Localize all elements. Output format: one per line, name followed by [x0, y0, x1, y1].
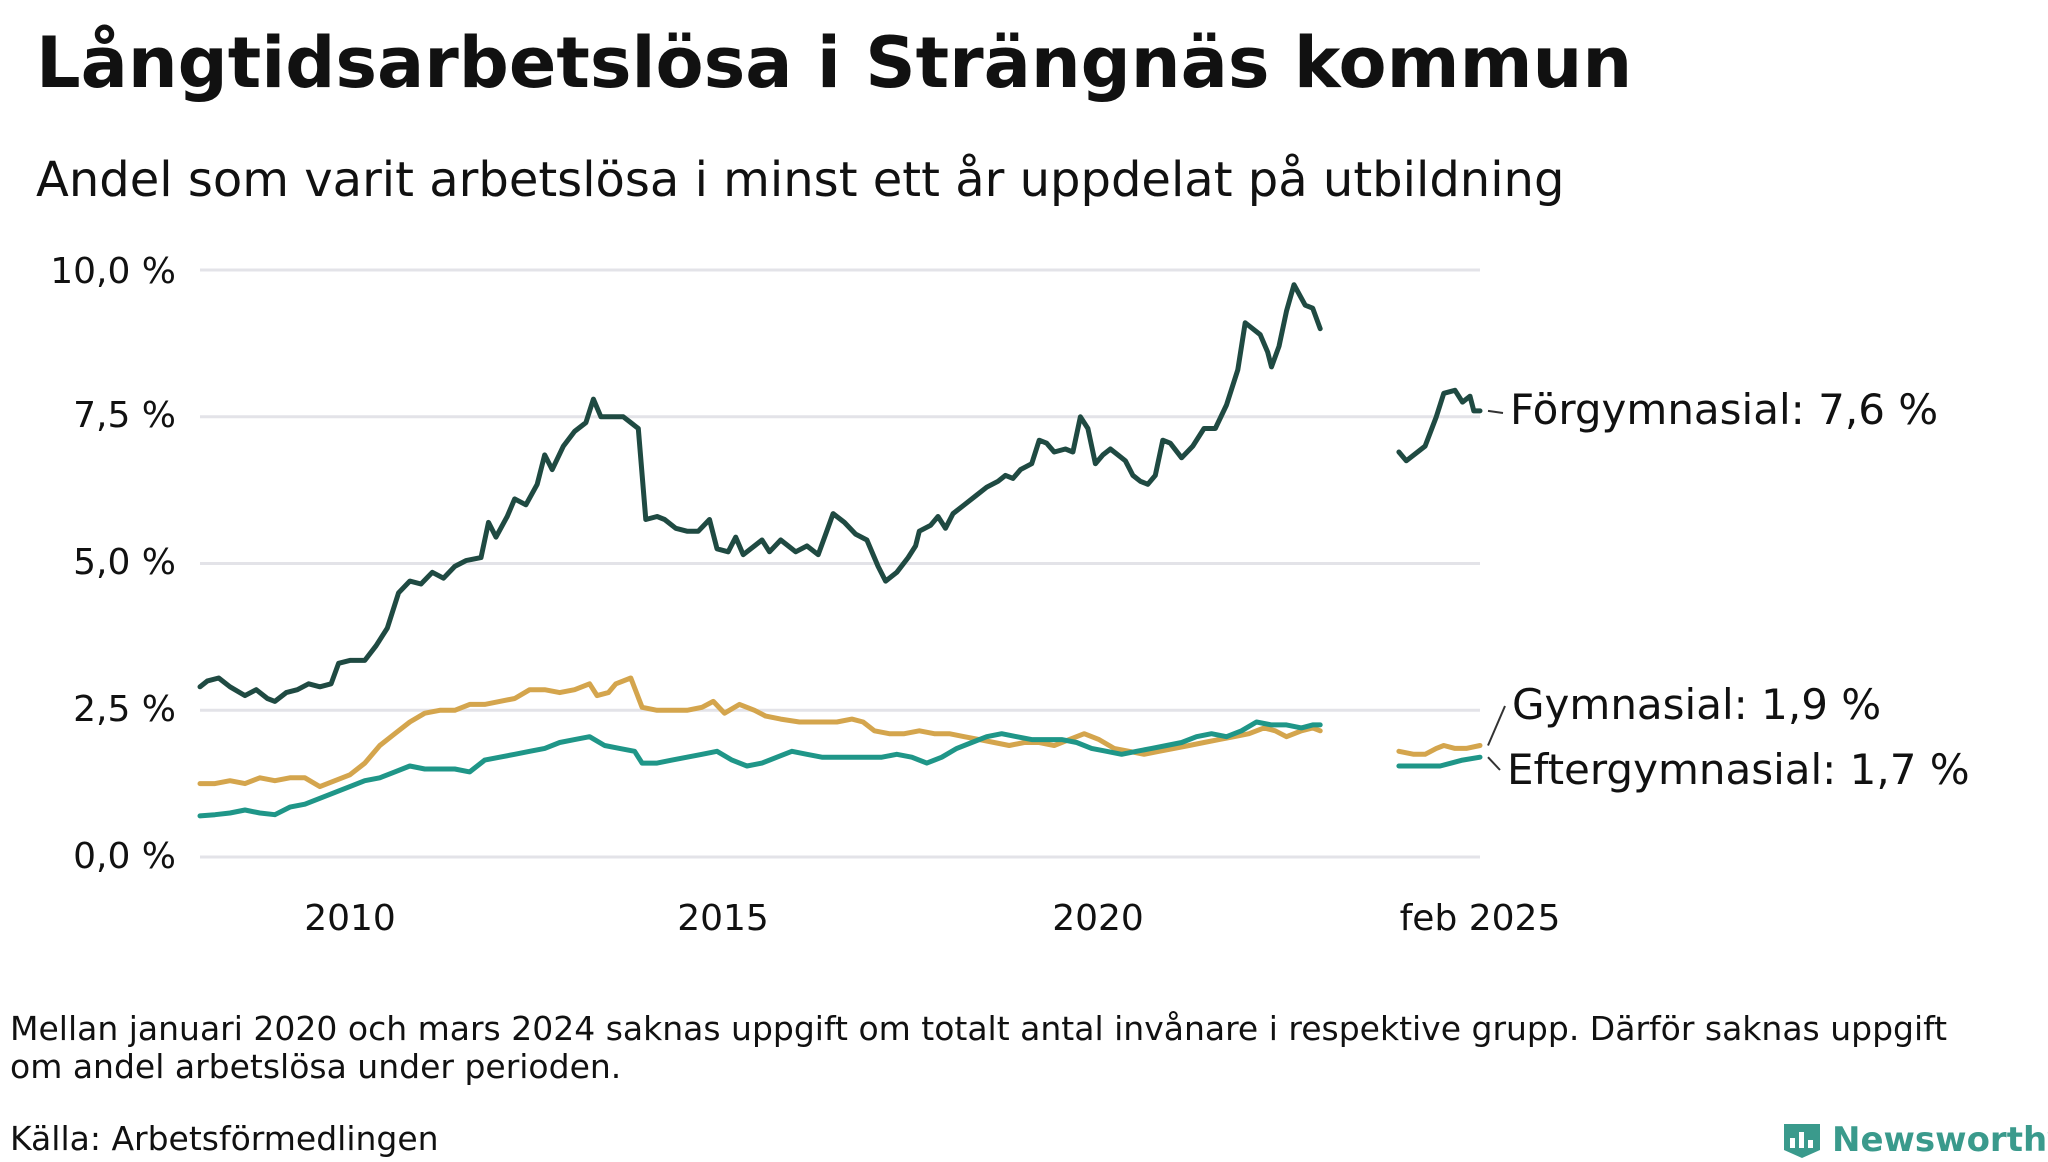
leader-line [1487, 409, 1504, 414]
brand-logo: Newsworthy [1780, 1118, 2048, 1162]
y-tick-label: 5,0 % [73, 542, 176, 583]
brand-name: Newsworthy [1832, 1120, 2048, 1160]
series-line-frgymnasial [1396, 387, 1483, 464]
chart-subtitle: Andel som varit arbetslösa i minst ett å… [36, 152, 1565, 208]
series-label-gymnasial: Gymnasial: 1,9 % [1512, 680, 1882, 729]
y-tick-label: 2,5 % [73, 689, 176, 730]
chart-title: Långtidsarbetslösa i Strängnäs kommun [36, 22, 1633, 104]
leader-line [1487, 756, 1501, 771]
series-line-frgymnasial [197, 282, 1323, 704]
x-tick-label: 2015 [677, 898, 769, 939]
newsworthy-logo-icon [1784, 1124, 1820, 1158]
label-leader-lines [1487, 409, 1506, 771]
y-tick-label: 0,0 % [73, 836, 176, 877]
x-tick-label: feb 2025 [1399, 898, 1561, 939]
x-tick-label: 2020 [1052, 898, 1144, 939]
series-line-eftergymnasial [197, 719, 1323, 819]
source-text: Källa: Arbetsförmedlingen [10, 1119, 439, 1158]
leader-line [1487, 705, 1506, 746]
series-lines [197, 282, 1483, 819]
series-label-eftergymnasial: Eftergymnasial: 1,7 % [1507, 745, 1970, 794]
series-label-forgymnasial: Förgymnasial: 7,6 % [1510, 385, 1939, 434]
x-tick-label: 2010 [304, 898, 396, 939]
footnote: Mellan januari 2020 och mars 2024 saknas… [10, 1009, 1948, 1086]
series-line-gymnasial [197, 675, 1323, 790]
y-tick-label: 7,5 % [73, 395, 176, 436]
series-line-gymnasial [1396, 743, 1483, 757]
y-tick-label: 10,0 % [50, 251, 176, 292]
series-line-eftergymnasial [1396, 754, 1483, 769]
gridlines [200, 268, 1480, 859]
